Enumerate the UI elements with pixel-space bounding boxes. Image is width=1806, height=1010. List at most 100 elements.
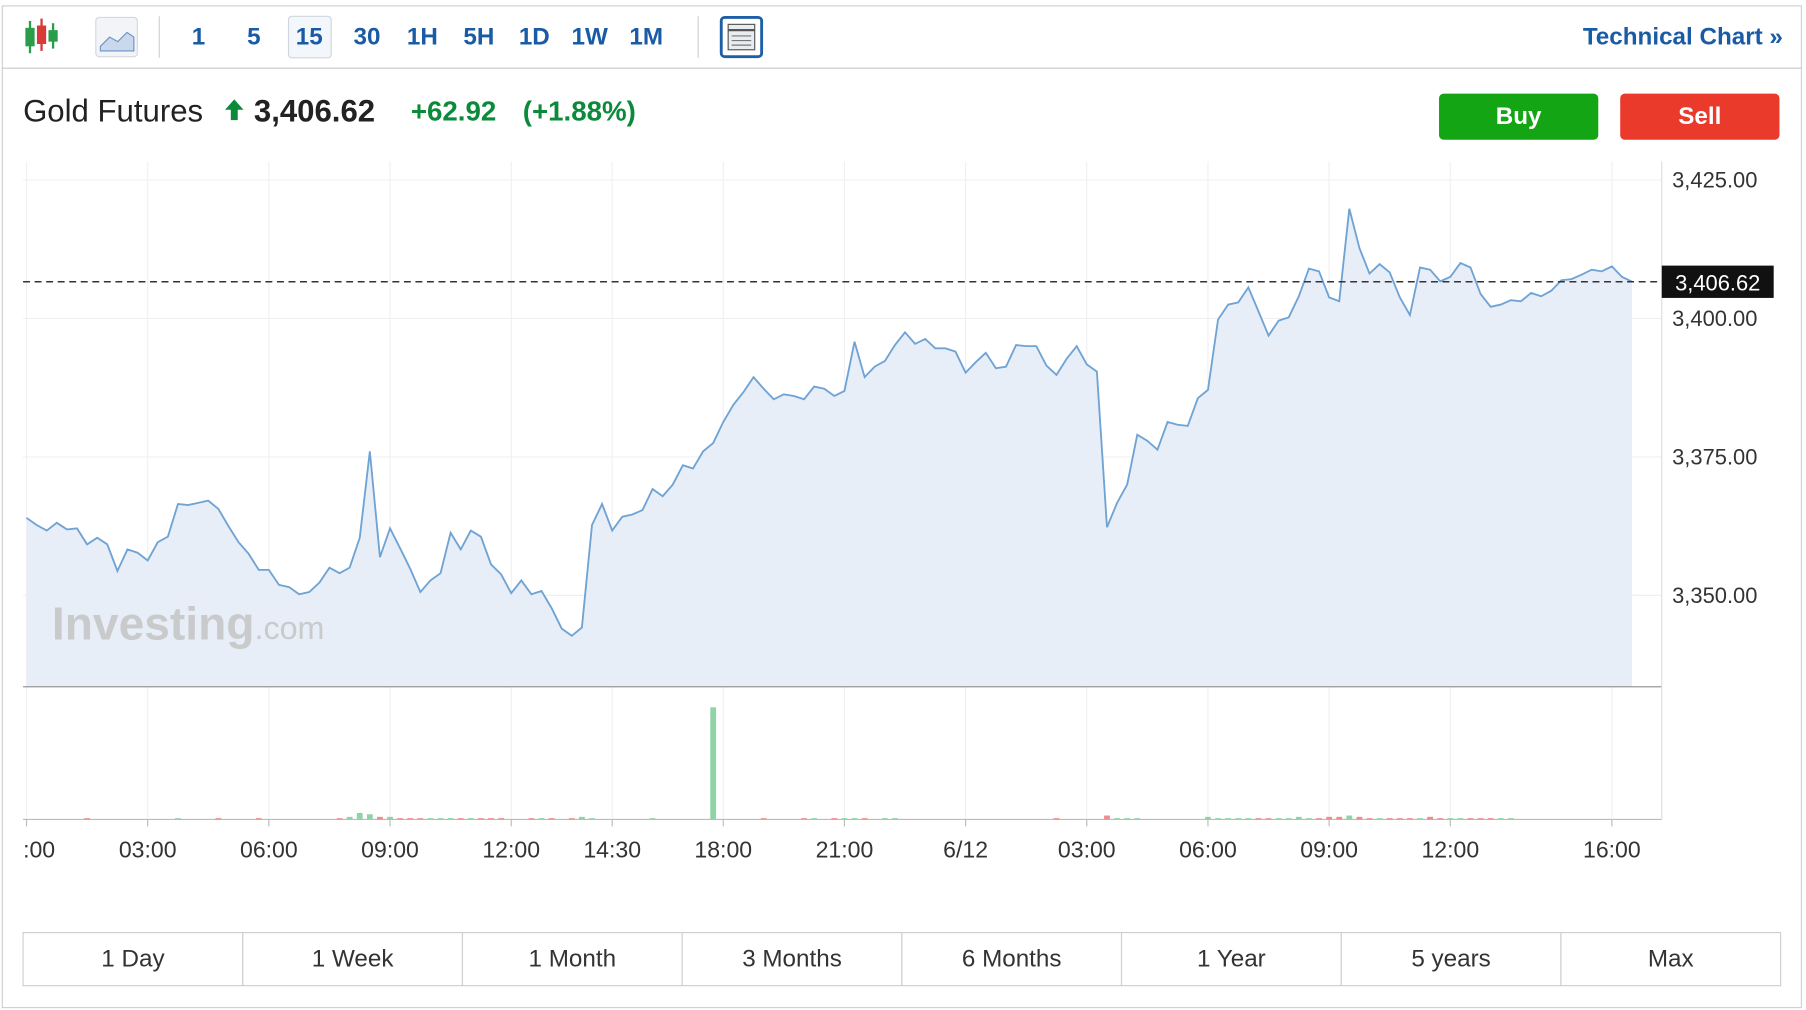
y-tick-label: 3,400.00: [1672, 306, 1757, 331]
range-label[interactable]: 1 Month: [529, 946, 617, 973]
icon-candle: [48, 30, 58, 42]
y-tick-label: 3,350.00: [1672, 583, 1757, 608]
price-area: [26, 208, 1633, 687]
volume-bar: [1336, 816, 1343, 820]
range-label[interactable]: 6 Months: [962, 946, 1062, 973]
volume-bar: [1437, 818, 1444, 820]
instrument-name: Gold Futures: [23, 93, 203, 128]
volume-bar: [356, 812, 363, 820]
current-price-tag: [1661, 265, 1774, 298]
candles-icon[interactable]: [25, 18, 58, 54]
range-button[interactable]: [681, 931, 903, 987]
volume-bar: [538, 818, 545, 820]
x-tick-label: 06:00: [1179, 836, 1237, 862]
volume-bar: [589, 818, 595, 820]
range-label[interactable]: Max: [1648, 946, 1694, 973]
range-button[interactable]: [242, 931, 464, 987]
technical-chart-link[interactable]: Technical Chart »: [1583, 24, 1783, 51]
interval-button[interactable]: 1: [192, 24, 205, 51]
volume-bar: [1427, 816, 1433, 820]
x-tick-label: 16:00: [1583, 836, 1641, 862]
volume-bar: [861, 818, 868, 820]
volume-bar: [1447, 818, 1454, 820]
price-change-percent: (+1.88%): [523, 95, 636, 126]
volume-bar: [397, 818, 404, 820]
x-tick-label: 18:00: [694, 836, 752, 862]
icon-candle: [25, 27, 35, 47]
volume-bar: [467, 818, 474, 820]
range-label[interactable]: 1 Year: [1197, 946, 1266, 973]
interval-button[interactable]: 1D: [519, 24, 550, 51]
interval-selected[interactable]: [287, 15, 332, 59]
last-price: 3,406.62: [254, 93, 375, 128]
volume-bar: [478, 818, 484, 820]
range-label[interactable]: 3 Months: [742, 946, 842, 973]
volume-bar: [1366, 818, 1373, 820]
volume-bar: [1114, 818, 1120, 820]
volume-bar: [841, 818, 848, 820]
range-label[interactable]: 5 years: [1411, 946, 1490, 973]
volume-bar: [760, 818, 767, 820]
volume-bar: [1508, 818, 1514, 820]
volume-bar: [346, 816, 353, 820]
range-button[interactable]: [461, 931, 683, 987]
interval-button[interactable]: 1H: [407, 24, 438, 51]
y-tick-label: 3,425.00: [1672, 167, 1757, 192]
x-tick-label: 03:00: [1058, 836, 1116, 862]
volume-bar: [1215, 818, 1221, 820]
price-line: [25, 208, 1633, 637]
volume-bar: [437, 818, 444, 820]
volume-bar: [1104, 815, 1110, 820]
icon-body: [727, 23, 756, 51]
volume-bar: [1235, 818, 1242, 820]
range-button[interactable]: [22, 931, 244, 987]
volume-bar: [568, 818, 575, 820]
volume-bar: [1396, 818, 1403, 820]
interval-button[interactable]: 1W: [572, 24, 608, 51]
range-button[interactable]: [1560, 931, 1782, 987]
interval-button[interactable]: 5: [247, 24, 260, 51]
volume-bar: [1124, 818, 1131, 820]
volume-bar: [1295, 816, 1302, 820]
range-label[interactable]: 1 Week: [312, 946, 395, 973]
y-tick-label: 3,375.00: [1672, 444, 1757, 469]
volume-bar: [892, 818, 898, 820]
volume-bar: [831, 818, 838, 820]
volume-bar: [1245, 818, 1252, 820]
buy-button[interactable]: [1439, 93, 1599, 140]
icon-candle: [36, 25, 47, 44]
volume-bar: [1285, 818, 1292, 820]
watermark: Investing: [52, 597, 255, 649]
layout-icon[interactable]: [719, 15, 764, 59]
volume-bar: [427, 818, 434, 820]
volume-bar: [1417, 818, 1423, 820]
volume-bar: [801, 818, 807, 820]
volume-bar: [1346, 815, 1353, 820]
range-button[interactable]: [901, 931, 1123, 987]
volume-bar: [851, 818, 858, 820]
watermark: .com: [254, 610, 324, 646]
interval-button[interactable]: 30: [353, 24, 380, 51]
sell-button[interactable]: [1620, 93, 1780, 140]
range-button[interactable]: [1340, 931, 1562, 987]
line-icon[interactable]: [95, 16, 138, 58]
volume-bar: [811, 818, 818, 820]
interval-button[interactable]: 5H: [463, 24, 494, 51]
sell-label[interactable]: Sell: [1678, 103, 1721, 130]
volume-bar: [1376, 818, 1383, 820]
range-label[interactable]: 1 Day: [101, 946, 165, 973]
volume-bar: [417, 818, 424, 820]
volume-bar: [528, 818, 535, 820]
interval-button[interactable]: 15: [296, 24, 323, 51]
volume-bar: [710, 707, 717, 820]
volume-bar: [387, 816, 393, 820]
interval-button[interactable]: 1M: [629, 24, 663, 51]
volume-bar: [255, 818, 262, 820]
volume-bar: [1255, 818, 1262, 820]
volume-bar: [1225, 818, 1232, 820]
volume-bar: [1265, 818, 1272, 820]
buy-label[interactable]: Buy: [1496, 103, 1542, 130]
range-button[interactable]: [1120, 931, 1342, 987]
volume-bar: [1053, 818, 1060, 820]
